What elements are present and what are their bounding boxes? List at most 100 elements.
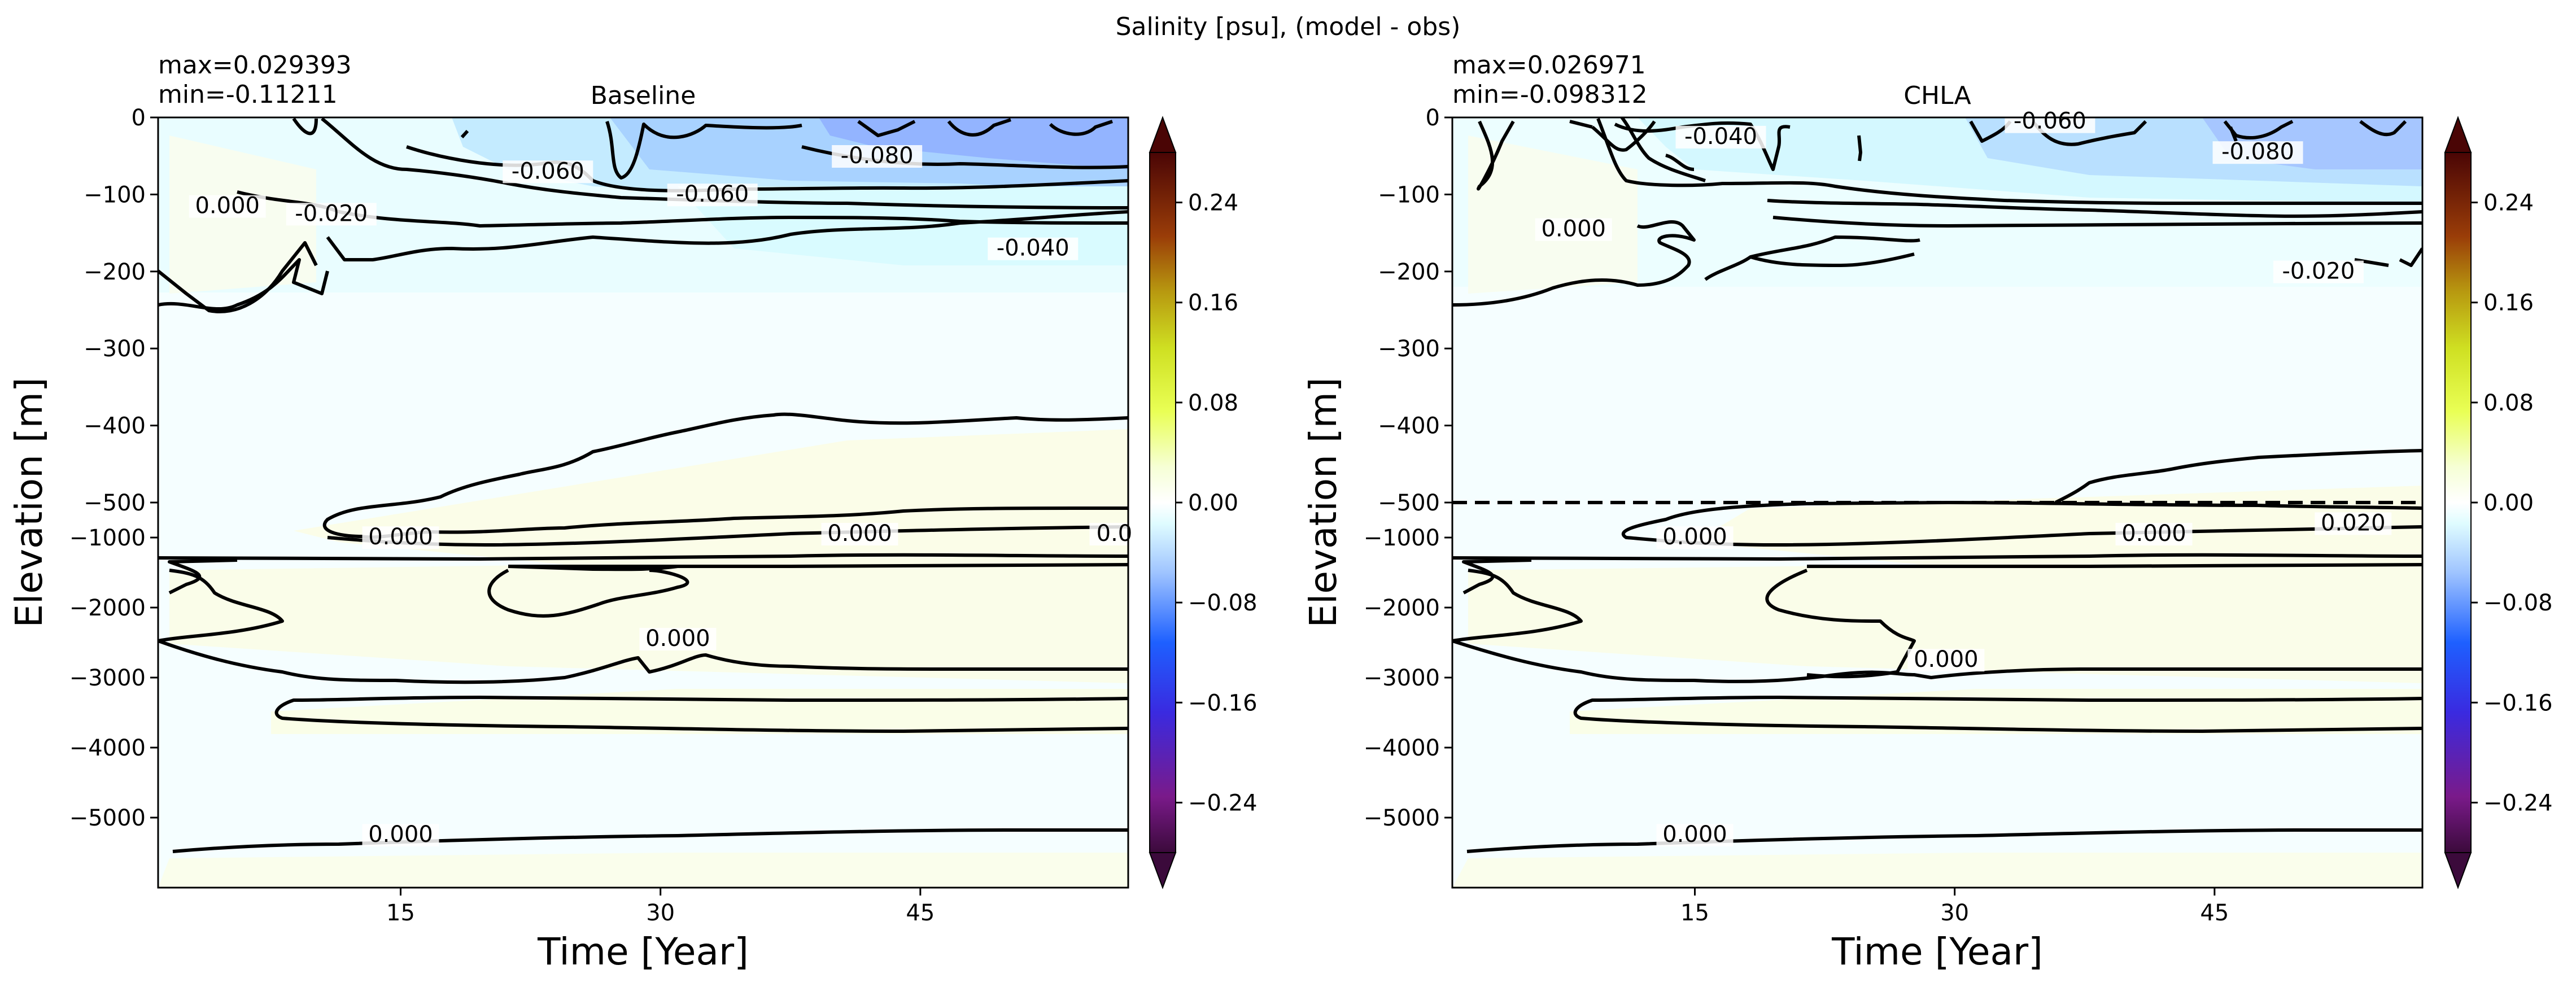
figure-title: Salinity [psu], (model - obs): [1116, 12, 1461, 41]
contour-label-bg: [2115, 523, 2193, 545]
panel-stat-min: min=-0.098312: [1452, 80, 1648, 109]
colorbar-extend-top: [1149, 116, 1177, 153]
colorbar-tick-label: −0.24: [1188, 790, 1258, 816]
contour-label-bg: [988, 237, 1079, 260]
colorbar-body: [2444, 152, 2472, 853]
y-tick-label: −4000: [1364, 735, 1440, 761]
y-tick-label: −5000: [69, 805, 146, 831]
contour-label-bg: [1656, 526, 1734, 549]
contour-label-bg: [1656, 824, 1734, 847]
contour-label: 0.000: [1662, 524, 1727, 550]
contour-label: -0.040: [1684, 124, 1757, 150]
contour-label-bg: [1535, 218, 1612, 241]
y-tick-label: −5000: [1364, 805, 1440, 831]
y-tick-label: −3000: [69, 665, 146, 691]
colorbar-extend-bottom: [1149, 852, 1177, 889]
contour-label: -0.040: [997, 235, 1069, 261]
colorbar-extend-bottom: [2444, 852, 2472, 889]
x-axis-label: Time [Year]: [537, 930, 749, 973]
x-ticks: 15 30 45: [1680, 888, 2229, 926]
contour-label-bg: [286, 203, 377, 226]
contour-label: -0.020: [2282, 259, 2355, 285]
contour-label: 0.000: [827, 521, 892, 547]
colorbar-tick-label: 0.24: [2483, 190, 2534, 216]
contour-label: 0.000: [645, 626, 710, 652]
contour-label-bg: [189, 195, 266, 218]
colorbar-tick-label: −0.24: [2483, 790, 2553, 816]
colorbar-tick-label: −0.16: [2483, 690, 2553, 716]
contour-label-bg: [2315, 512, 2392, 535]
colorbar: −0.24 −0.16 −0.08 0.00 0.08 0.16 0.24: [1149, 116, 1258, 889]
contour-label: -0.080: [2221, 139, 2294, 165]
contour-label: -0.060: [2014, 108, 2086, 134]
x-tick-label: 15: [386, 900, 415, 926]
panel-baseline: max=0.029393 min=-0.11211 Baseline: [7, 51, 1258, 973]
contour-label: -0.060: [676, 181, 749, 207]
y-tick-label: −3000: [1364, 665, 1440, 691]
x-tick-label: 45: [906, 900, 935, 926]
y-tick-label: −400: [1378, 413, 1440, 439]
panel-title: Baseline: [591, 81, 696, 110]
heatmap-field: [158, 117, 1128, 888]
y-ticks: 0 −100 −200 −300 −400 −500 −1000 −2000 −3000 −400…: [69, 105, 158, 831]
y-tick-label: −4000: [69, 735, 146, 761]
y-tick-label: −200: [84, 259, 146, 285]
y-tick-label: −2000: [69, 595, 146, 621]
contour-label-bg: [2273, 260, 2364, 283]
y-axis-label: Elevation [m]: [7, 377, 51, 627]
contour-label: -0.080: [841, 143, 914, 169]
contour-label-bg: [821, 523, 898, 545]
contour-label-bg: [503, 160, 593, 184]
colorbar-tick-label: 0.08: [2483, 390, 2534, 416]
x-tick-label: 45: [2200, 900, 2229, 926]
colorbar-tick-label: −0.08: [2483, 590, 2553, 616]
x-ticks: 15 30 45: [386, 888, 935, 926]
colorbar-tick-label: 0.16: [2483, 290, 2534, 316]
contour-label: 0.000: [2121, 521, 2186, 547]
y-tick-label: −1000: [69, 525, 146, 551]
y-tick-label: 0: [132, 105, 146, 131]
colorbar-tick-label: 0.24: [1188, 190, 1238, 216]
y-tick-label: −100: [84, 182, 146, 208]
contour-label-bg: [1907, 649, 1985, 672]
contour-label-bg: [362, 526, 439, 549]
panel-stat-max: max=0.026971: [1452, 51, 1646, 80]
x-axis-label: Time [Year]: [1831, 930, 2043, 973]
x-tick-label: 30: [646, 900, 675, 926]
colorbar-tick-label: 0.16: [1188, 290, 1238, 316]
x-tick-label: 15: [1680, 900, 1709, 926]
contour-label: -0.020: [295, 200, 368, 226]
contour-label-bg: [1675, 125, 1766, 149]
x-tick-label: 30: [1940, 900, 1969, 926]
contour-label: 0.000: [368, 524, 433, 550]
contour-label: 0.000: [1914, 647, 1979, 672]
contour-label-bg: [667, 184, 758, 207]
y-tick-label: −300: [1378, 336, 1440, 362]
contour-labels: 0.000 -0.020 -0.060 -0.060 -0.080 -0.040 0.0 0.…: [189, 143, 1139, 848]
contour-label-bg: [2212, 141, 2303, 164]
panel-title: CHLA: [1903, 81, 1971, 110]
y-ticks: 0 −100 −200 −300 −400 −500 −1000 −2000 −3000 −400…: [1364, 105, 1452, 831]
colorbar: −0.24 −0.16 −0.08 0.00 0.08 0.16 0.24: [2444, 116, 2553, 889]
panel-chla: max=0.026971 min=-0.098312 CHLA: [1302, 51, 2553, 973]
contour-label-bg: [1089, 523, 1139, 545]
colorbar-tick-label: 0.00: [1188, 490, 1238, 516]
y-tick-label: −200: [1378, 259, 1440, 285]
y-tick-label: −500: [1378, 490, 1440, 516]
panel-stat-max: max=0.029393: [158, 51, 352, 80]
colorbar-tick-label: −0.08: [1188, 590, 1258, 616]
colorbar-body: [1149, 152, 1176, 853]
y-tick-label: −2000: [1364, 595, 1440, 621]
colorbar-tick-label: 0.08: [1188, 390, 1238, 416]
contour-label: -0.060: [512, 158, 584, 184]
contour-label: 0.000: [368, 822, 433, 848]
contour-label-bg: [362, 824, 439, 847]
contour-labels: -0.060 -0.040 -0.080 0.000 -0.020 0.020 0.000 0…: [1535, 108, 2392, 848]
y-tick-label: −300: [84, 336, 146, 362]
contour-label: 0.020: [2321, 510, 2386, 536]
contour-label: 0.000: [195, 193, 260, 219]
contour-label-bg: [2005, 110, 2095, 133]
contour-label-bg: [639, 628, 717, 650]
y-tick-label: −100: [1378, 182, 1440, 208]
